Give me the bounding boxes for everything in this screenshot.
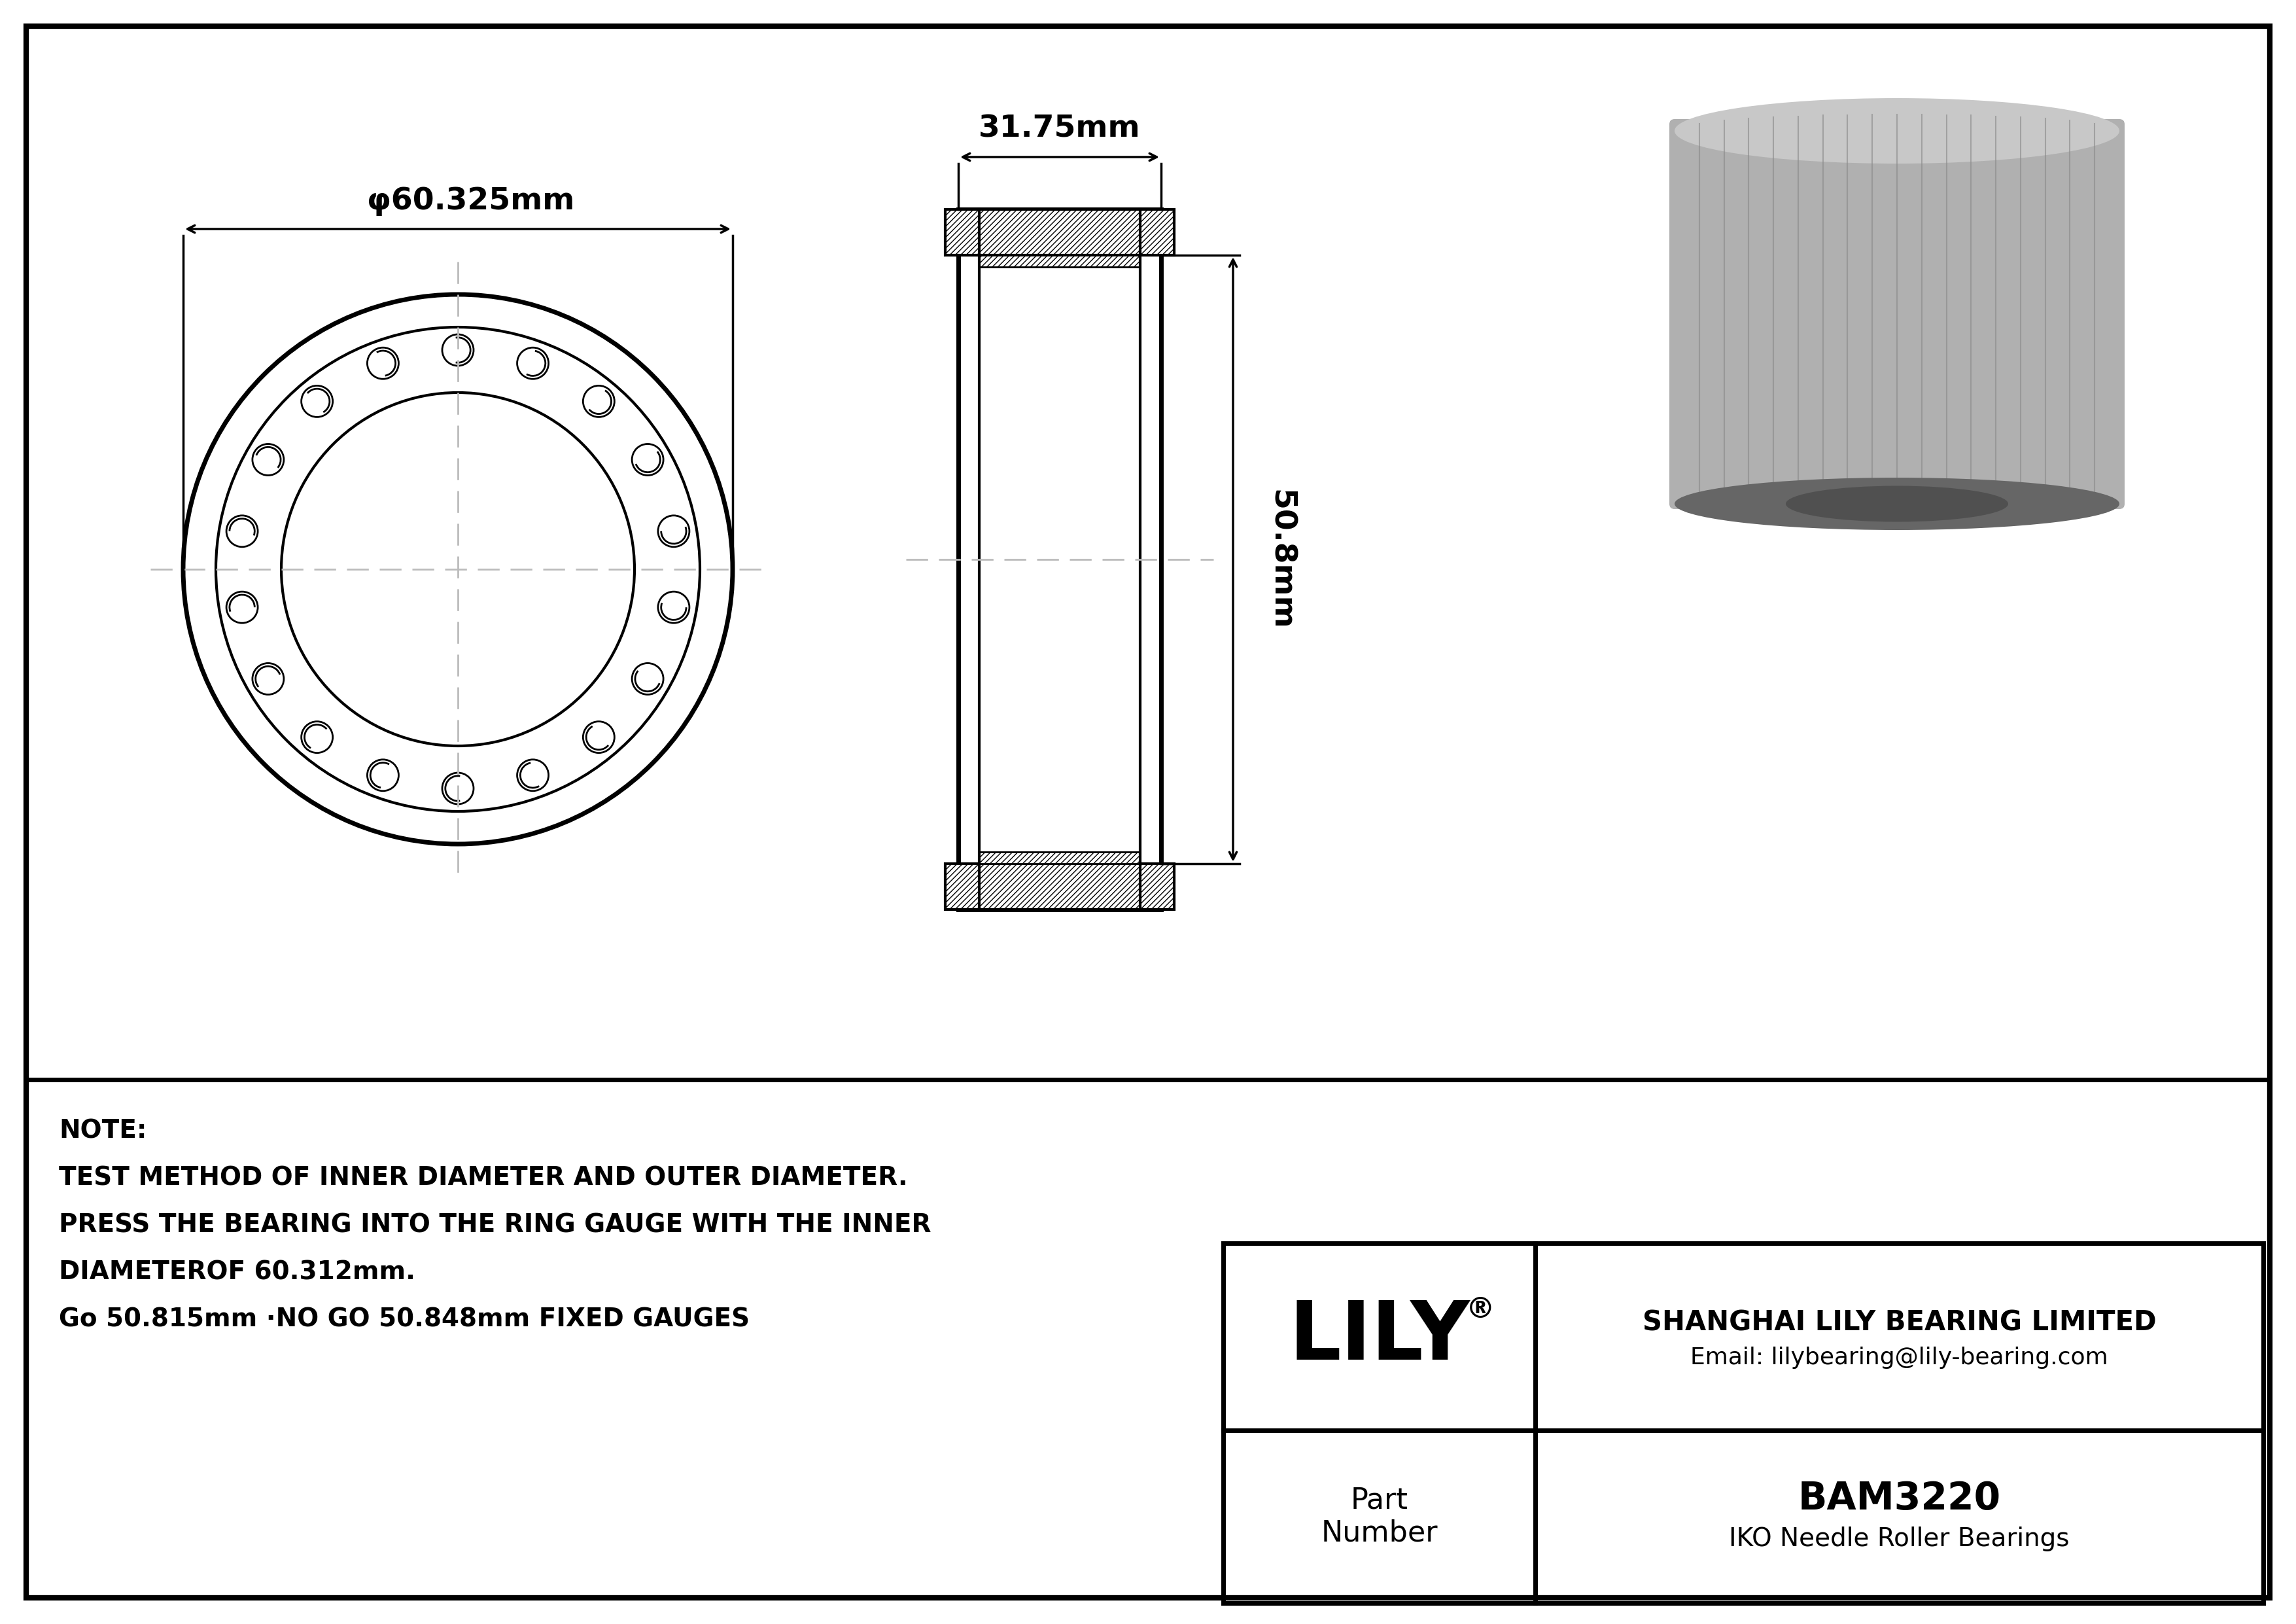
Text: SHANGHAI LILY BEARING LIMITED: SHANGHAI LILY BEARING LIMITED — [1642, 1309, 2156, 1337]
Bar — [957, 209, 1162, 909]
Text: BAM3220: BAM3220 — [1798, 1479, 2000, 1517]
Text: φ60.325mm: φ60.325mm — [367, 187, 574, 216]
Text: LILY: LILY — [1288, 1298, 1469, 1377]
Text: 31.75mm: 31.75mm — [978, 115, 1141, 145]
Text: Go 50.815mm ·NO GO 50.848mm FIXED GAUGES: Go 50.815mm ·NO GO 50.848mm FIXED GAUGES — [60, 1307, 751, 1332]
Ellipse shape — [1674, 97, 2119, 164]
Ellipse shape — [1786, 486, 2009, 521]
Text: 50.8mm: 50.8mm — [1265, 489, 1295, 630]
Bar — [978, 255, 1141, 266]
FancyBboxPatch shape — [1669, 119, 2124, 508]
Ellipse shape — [1674, 477, 2119, 529]
Text: DIAMETEROF 60.312mm.: DIAMETEROF 60.312mm. — [60, 1260, 416, 1285]
Text: Email: lilybearing@lily-bearing.com: Email: lilybearing@lily-bearing.com — [1690, 1346, 2108, 1369]
Bar — [946, 864, 1173, 909]
Text: PRESS THE BEARING INTO THE RING GAUGE WITH THE INNER: PRESS THE BEARING INTO THE RING GAUGE WI… — [60, 1213, 932, 1237]
Text: IKO Needle Roller Bearings: IKO Needle Roller Bearings — [1729, 1527, 2069, 1551]
Bar — [1224, 1244, 2264, 1603]
Text: Part
Number: Part Number — [1320, 1486, 1437, 1548]
Text: TEST METHOD OF INNER DIAMETER AND OUTER DIAMETER.: TEST METHOD OF INNER DIAMETER AND OUTER … — [60, 1166, 907, 1190]
Bar — [978, 853, 1141, 864]
Text: ®: ® — [1467, 1296, 1495, 1324]
Text: NOTE:: NOTE: — [60, 1119, 147, 1143]
Bar — [946, 209, 1173, 255]
